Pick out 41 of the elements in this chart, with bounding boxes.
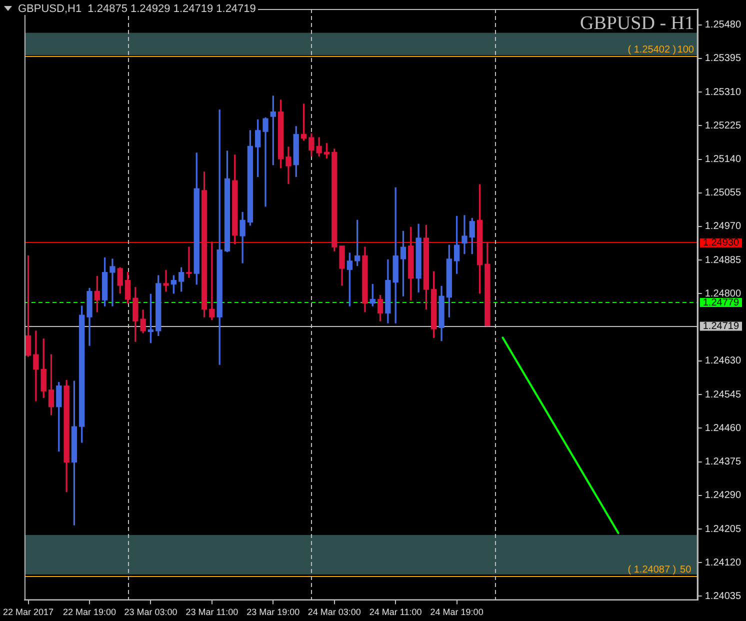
x-tick-label: 24 Mar 03:00 [308, 607, 361, 618]
candlestick [110, 258, 116, 306]
y-tick-label: 1.24120 [704, 557, 742, 568]
x-tick-label: 23 Mar 19:00 [246, 607, 300, 618]
y-tick-label: 1.24205 [704, 524, 742, 535]
y-tick-label: 1.24970 [704, 221, 742, 232]
y-tick-label: 1.24460 [704, 422, 742, 434]
candlestick [163, 270, 169, 292]
y-tick-label: 1.25055 [704, 188, 742, 199]
y-tick-label: 1.25480 [704, 20, 742, 31]
candlestick [262, 117, 268, 207]
chart-subtitle: GBPUSD - H1 [580, 13, 694, 35]
x-tick-label: 24 Mar 11:00 [369, 607, 422, 618]
annotation: 100 [677, 44, 694, 56]
ref-line-label: 1.24719 [702, 321, 740, 332]
x-tick-label: 24 Mar 19:00 [430, 607, 484, 618]
candlestick [33, 330, 39, 402]
y-tick-label: 1.24545 [704, 389, 742, 400]
x-tick-label: 23 Mar 11:00 [186, 607, 238, 618]
y-tick-label: 1.25225 [704, 120, 742, 132]
y-tick-label: 1.24035 [704, 590, 742, 602]
x-tick-label: 23 Mar 03:00 [124, 607, 178, 618]
annotation: ( 1.24087 ) [628, 564, 676, 576]
y-tick-label: 1.25140 [704, 154, 742, 166]
x-tick-label: 22 Mar 2017 [3, 607, 54, 618]
y-tick-label: 1.25310 [704, 86, 742, 98]
candlestick [462, 215, 468, 254]
candlestick [186, 246, 192, 278]
x-tick-label: 22 Mar 19:00 [62, 607, 116, 618]
candlestick [209, 242, 215, 320]
y-tick-label: 1.24630 [704, 356, 742, 367]
annotation: 50 [680, 564, 692, 576]
chart-title: GBPUSD,H1 1.24875 1.24929 1.24719 1.24719 [16, 3, 258, 15]
annotation: ( 1.25402 ) [628, 44, 676, 56]
y-tick-label: 1.24290 [704, 490, 742, 502]
ref-line-label: 1.24779 [702, 297, 740, 308]
y-tick-label: 1.25395 [704, 53, 742, 64]
y-tick-label: 1.24375 [704, 456, 742, 468]
y-tick-label: 1.24885 [704, 254, 742, 266]
y-tick-label: 1.24800 [704, 288, 742, 300]
ref-line-label: 1.24930 [702, 238, 740, 249]
